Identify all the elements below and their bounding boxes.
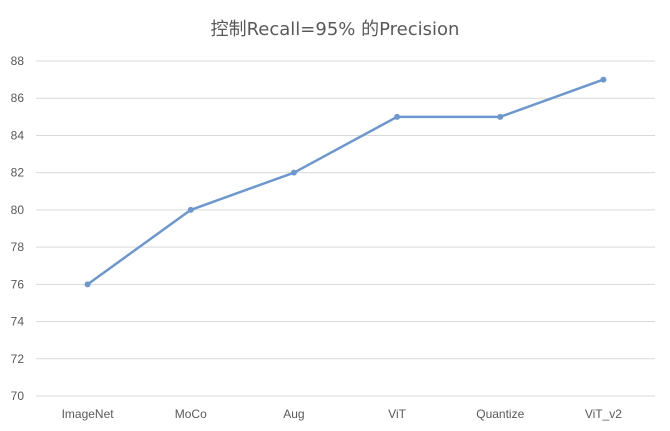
data-point — [394, 113, 401, 120]
data-point — [600, 76, 607, 83]
x-tick-label: ImageNet — [62, 407, 115, 421]
y-tick-label: 82 — [11, 166, 25, 180]
y-tick-label: 70 — [11, 389, 25, 403]
y-tick-label: 80 — [11, 203, 25, 217]
x-tick-label: Aug — [283, 407, 304, 421]
data-point — [84, 281, 91, 288]
x-tick-label: Quantize — [476, 407, 524, 421]
y-tick-label: 76 — [11, 277, 25, 291]
y-tick-label: 72 — [11, 352, 25, 366]
series-line — [86, 78, 605, 286]
data-point — [187, 206, 194, 213]
x-tick-label: MoCo — [175, 407, 207, 421]
data-point — [290, 169, 297, 176]
chart-title: 控制Recall=95% 的Precision — [211, 19, 460, 40]
y-tick-label: 86 — [11, 91, 25, 105]
y-tick-label: 78 — [11, 240, 25, 254]
data-point — [497, 113, 504, 120]
y-tick-label: 88 — [11, 54, 25, 68]
y-tick-label: 74 — [11, 315, 25, 329]
y-tick-label: 84 — [11, 128, 25, 142]
x-tick-label: ViT_v2 — [585, 407, 622, 421]
x-tick-label: ViT — [388, 407, 406, 421]
